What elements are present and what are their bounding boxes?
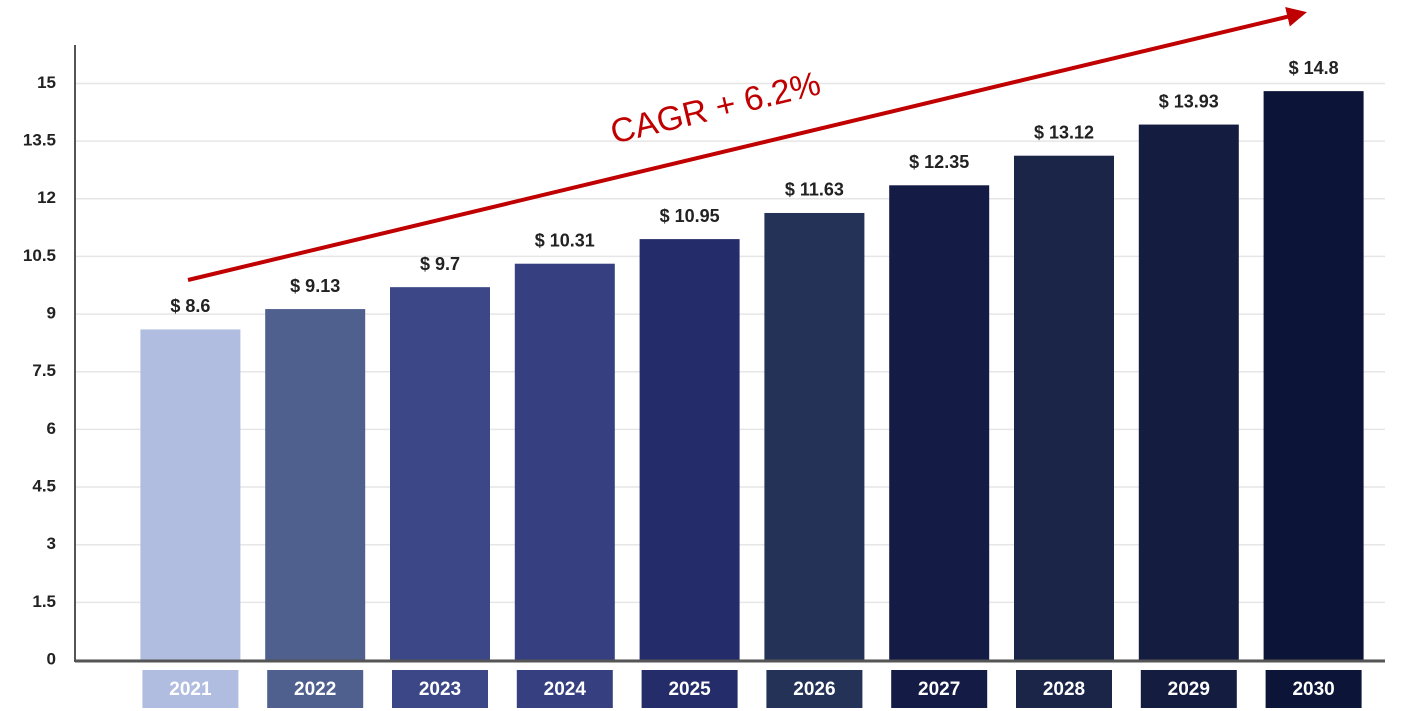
x-tick-label: 2030 (1292, 679, 1334, 700)
x-tick-label: 2023 (419, 679, 461, 700)
y-tick-label: 1.5 (32, 592, 56, 611)
y-tick-label: 12 (37, 188, 56, 207)
bar (764, 212, 865, 661)
bar (514, 263, 615, 660)
y-tick-label: 4.5 (32, 477, 56, 496)
value-label: $ 12.35 (909, 152, 969, 172)
y-tick-label: 10.5 (23, 246, 56, 265)
y-tick-label: 6 (47, 419, 56, 438)
trend-arrow (187, 7, 1307, 282)
category-box (891, 670, 988, 708)
y-tick-label: 0 (47, 649, 56, 668)
x-tick-label: 2022 (294, 679, 336, 700)
x-tick-label: 2024 (544, 679, 587, 700)
bars (140, 91, 1364, 661)
bar (1014, 155, 1114, 660)
category-box (267, 670, 364, 708)
y-tick-label: 15 (37, 73, 56, 92)
x-tick-label: 2021 (169, 679, 212, 700)
category-box (392, 670, 488, 708)
category-box (1016, 670, 1112, 708)
value-label: $ 10.95 (660, 206, 720, 226)
bar (140, 329, 241, 660)
category-box (1140, 670, 1237, 708)
category-box (1265, 670, 1362, 708)
y-tick-label: 7.5 (32, 361, 56, 380)
value-label: $ 10.31 (535, 230, 595, 250)
bar (265, 309, 366, 660)
category-box (516, 670, 613, 708)
bar (889, 185, 990, 660)
value-label: $ 14.8 (1289, 58, 1339, 78)
y-tick-label: 9 (47, 304, 56, 323)
x-tick-label: 2027 (918, 679, 960, 700)
value-label: $ 9.7 (420, 254, 460, 274)
value-label: $ 13.93 (1159, 91, 1219, 111)
annotation: CAGR + 6.2% (607, 65, 824, 152)
bar (1263, 91, 1364, 660)
value-label: $ 11.63 (785, 180, 844, 200)
bar (1138, 124, 1239, 661)
y-tick-label: 13.5 (23, 131, 56, 150)
x-tick-label: 2026 (793, 679, 835, 700)
category-box (641, 670, 738, 708)
category-box (766, 670, 863, 708)
category-box (142, 670, 239, 708)
value-label: $ 9.13 (290, 276, 340, 296)
value-label: $ 8.6 (170, 296, 210, 316)
x-tick-label: 2028 (1043, 679, 1085, 700)
x-tick-label: 2025 (668, 679, 711, 700)
value-label: $ 13.12 (1034, 122, 1094, 142)
bar (639, 239, 740, 660)
bar (390, 287, 490, 660)
y-tick-label: 3 (47, 534, 56, 553)
x-tick-label: 2029 (1168, 679, 1210, 700)
